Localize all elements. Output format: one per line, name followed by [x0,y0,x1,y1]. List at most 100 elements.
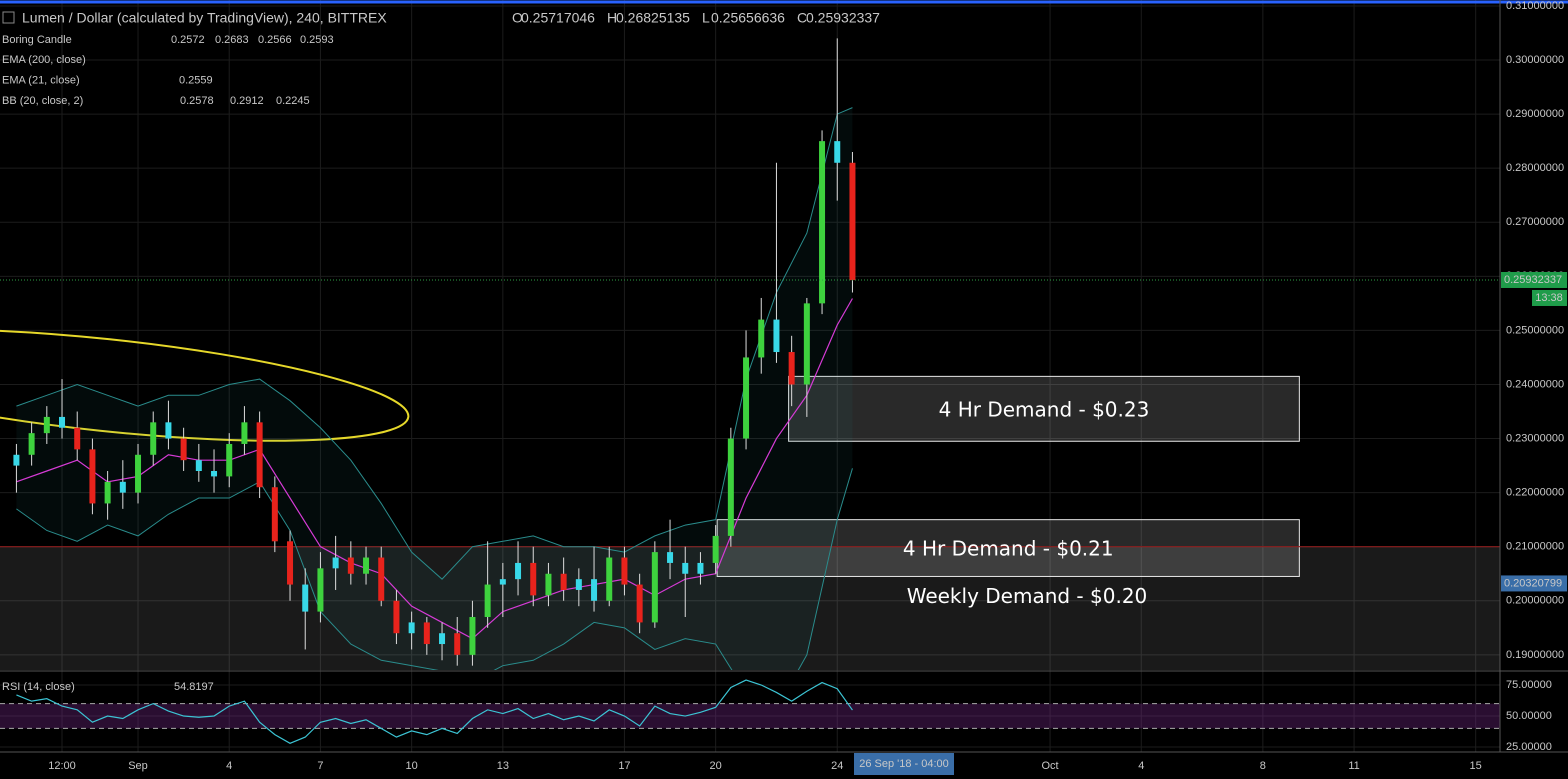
weekly-zone [0,546,1500,670]
rsi-pane [0,679,1500,744]
demand-zone [788,375,1300,442]
zone-label: 4 Hr Demand - $0.21 [903,537,1114,561]
candle-body [59,416,66,428]
candle-body [545,573,552,596]
candle-body [13,454,20,466]
y-tick-label: 0.28000000 [1506,162,1564,174]
legend-value: 0.2572 [171,34,205,46]
cursor-box [854,753,954,775]
rsi-name: RSI (14, close) [2,681,75,693]
candle-body [499,579,506,585]
x-tick-label: Sep [128,760,148,772]
x-tick-label: 15 [1470,760,1482,772]
candle-body [363,557,370,574]
candle-body [560,573,567,590]
bb-lower [16,468,853,670]
candle-body [530,562,537,596]
candle-body [119,481,126,493]
candle-body [454,633,461,655]
ohlc-letter: O [512,10,523,26]
ohlc-value: 0.25717046 [521,10,595,26]
ohlc-value: 0.26825135 [616,10,690,26]
countdown-box [1532,289,1567,306]
legend-value: 0.2912 [230,95,264,107]
y-tick-label: 0.22000000 [1506,487,1564,499]
candle-body [378,557,385,601]
y-tick-label: 0.30000000 [1506,54,1564,66]
candle-body [287,541,294,585]
y-tick-label: 0.20000000 [1506,595,1564,607]
legend-name: BB (20, close, 2) [2,95,83,107]
x-tick-label: 12:00 [48,760,76,772]
candle-body [271,487,278,542]
candle-body [302,584,309,612]
x-tick-label: 4 [1138,760,1144,772]
ohlc-value: 0.25932337 [806,10,880,26]
legend-value: 0.2566 [258,34,292,46]
candle-body [393,600,400,634]
candle-body [575,579,582,590]
candle-body [211,471,218,477]
candle-body [743,357,750,439]
zone-label: Weekly Demand - $0.20 [907,584,1148,608]
y-tick-label: 0.24000000 [1506,378,1564,390]
candle-body [180,438,187,461]
ohlc-letter: L [702,10,710,26]
x-tick-label: 10 [406,760,418,772]
candle-body [89,449,96,504]
ema-line [16,298,853,640]
zone-label: 4 Hr Demand - $0.23 [939,397,1150,421]
candle-body [591,579,598,601]
marker-price-box [1501,575,1567,592]
countdown-label: 13:38 [1535,292,1563,304]
candle-body [773,319,780,353]
candle-body [241,422,248,444]
candle-body [819,141,826,304]
candle-body [606,557,613,601]
x-tick-label: 7 [317,760,323,772]
rsi-line [16,679,853,744]
candle-body [803,303,810,385]
x-tick-label: 11 [1348,760,1359,772]
candle-body [408,622,415,634]
x-tick-label: 13 [497,760,509,772]
candle-body [651,552,658,623]
candle-body [195,460,202,472]
candle-body [834,141,841,163]
ellipse-drawing [0,328,410,442]
candle-body [165,422,172,439]
rsi-band [0,703,1500,729]
candle-body [621,557,628,585]
cursor-label: 26 Sep '18 - 04:00 [859,758,949,770]
candle-body [727,438,734,536]
candle-body [256,422,263,488]
ohlc-letter: H [607,10,617,26]
candle-body [28,433,35,455]
legend-name: EMA (21, close) [2,75,80,87]
candle-body [758,319,765,358]
legend-value: 0.2245 [276,95,310,107]
rsi-tick-label: 75.00000 [1506,679,1552,691]
legend-name: EMA (200, close) [2,54,86,66]
bb-upper [16,107,853,580]
ohlc-letter: C [797,10,807,26]
candle-body [74,427,81,450]
legend-value: 0.2559 [179,75,213,87]
bb-fill [16,107,853,670]
legend-value: 0.2683 [215,34,249,46]
candle-body [469,617,476,655]
ohlc-value: 0.25656636 [711,10,785,26]
candle-body [788,352,795,385]
collapse-icon[interactable] [2,11,15,24]
candle-body [636,584,643,623]
candle-body [135,454,142,493]
demand-zone [716,519,1300,577]
chart-title: Lumen / Dollar (calculated by TradingVie… [22,10,387,26]
rsi-value: 54.8197 [174,681,214,693]
y-tick-label: 0.31000000 [1506,0,1564,12]
candle-body [104,481,111,504]
candle-body [667,552,674,563]
